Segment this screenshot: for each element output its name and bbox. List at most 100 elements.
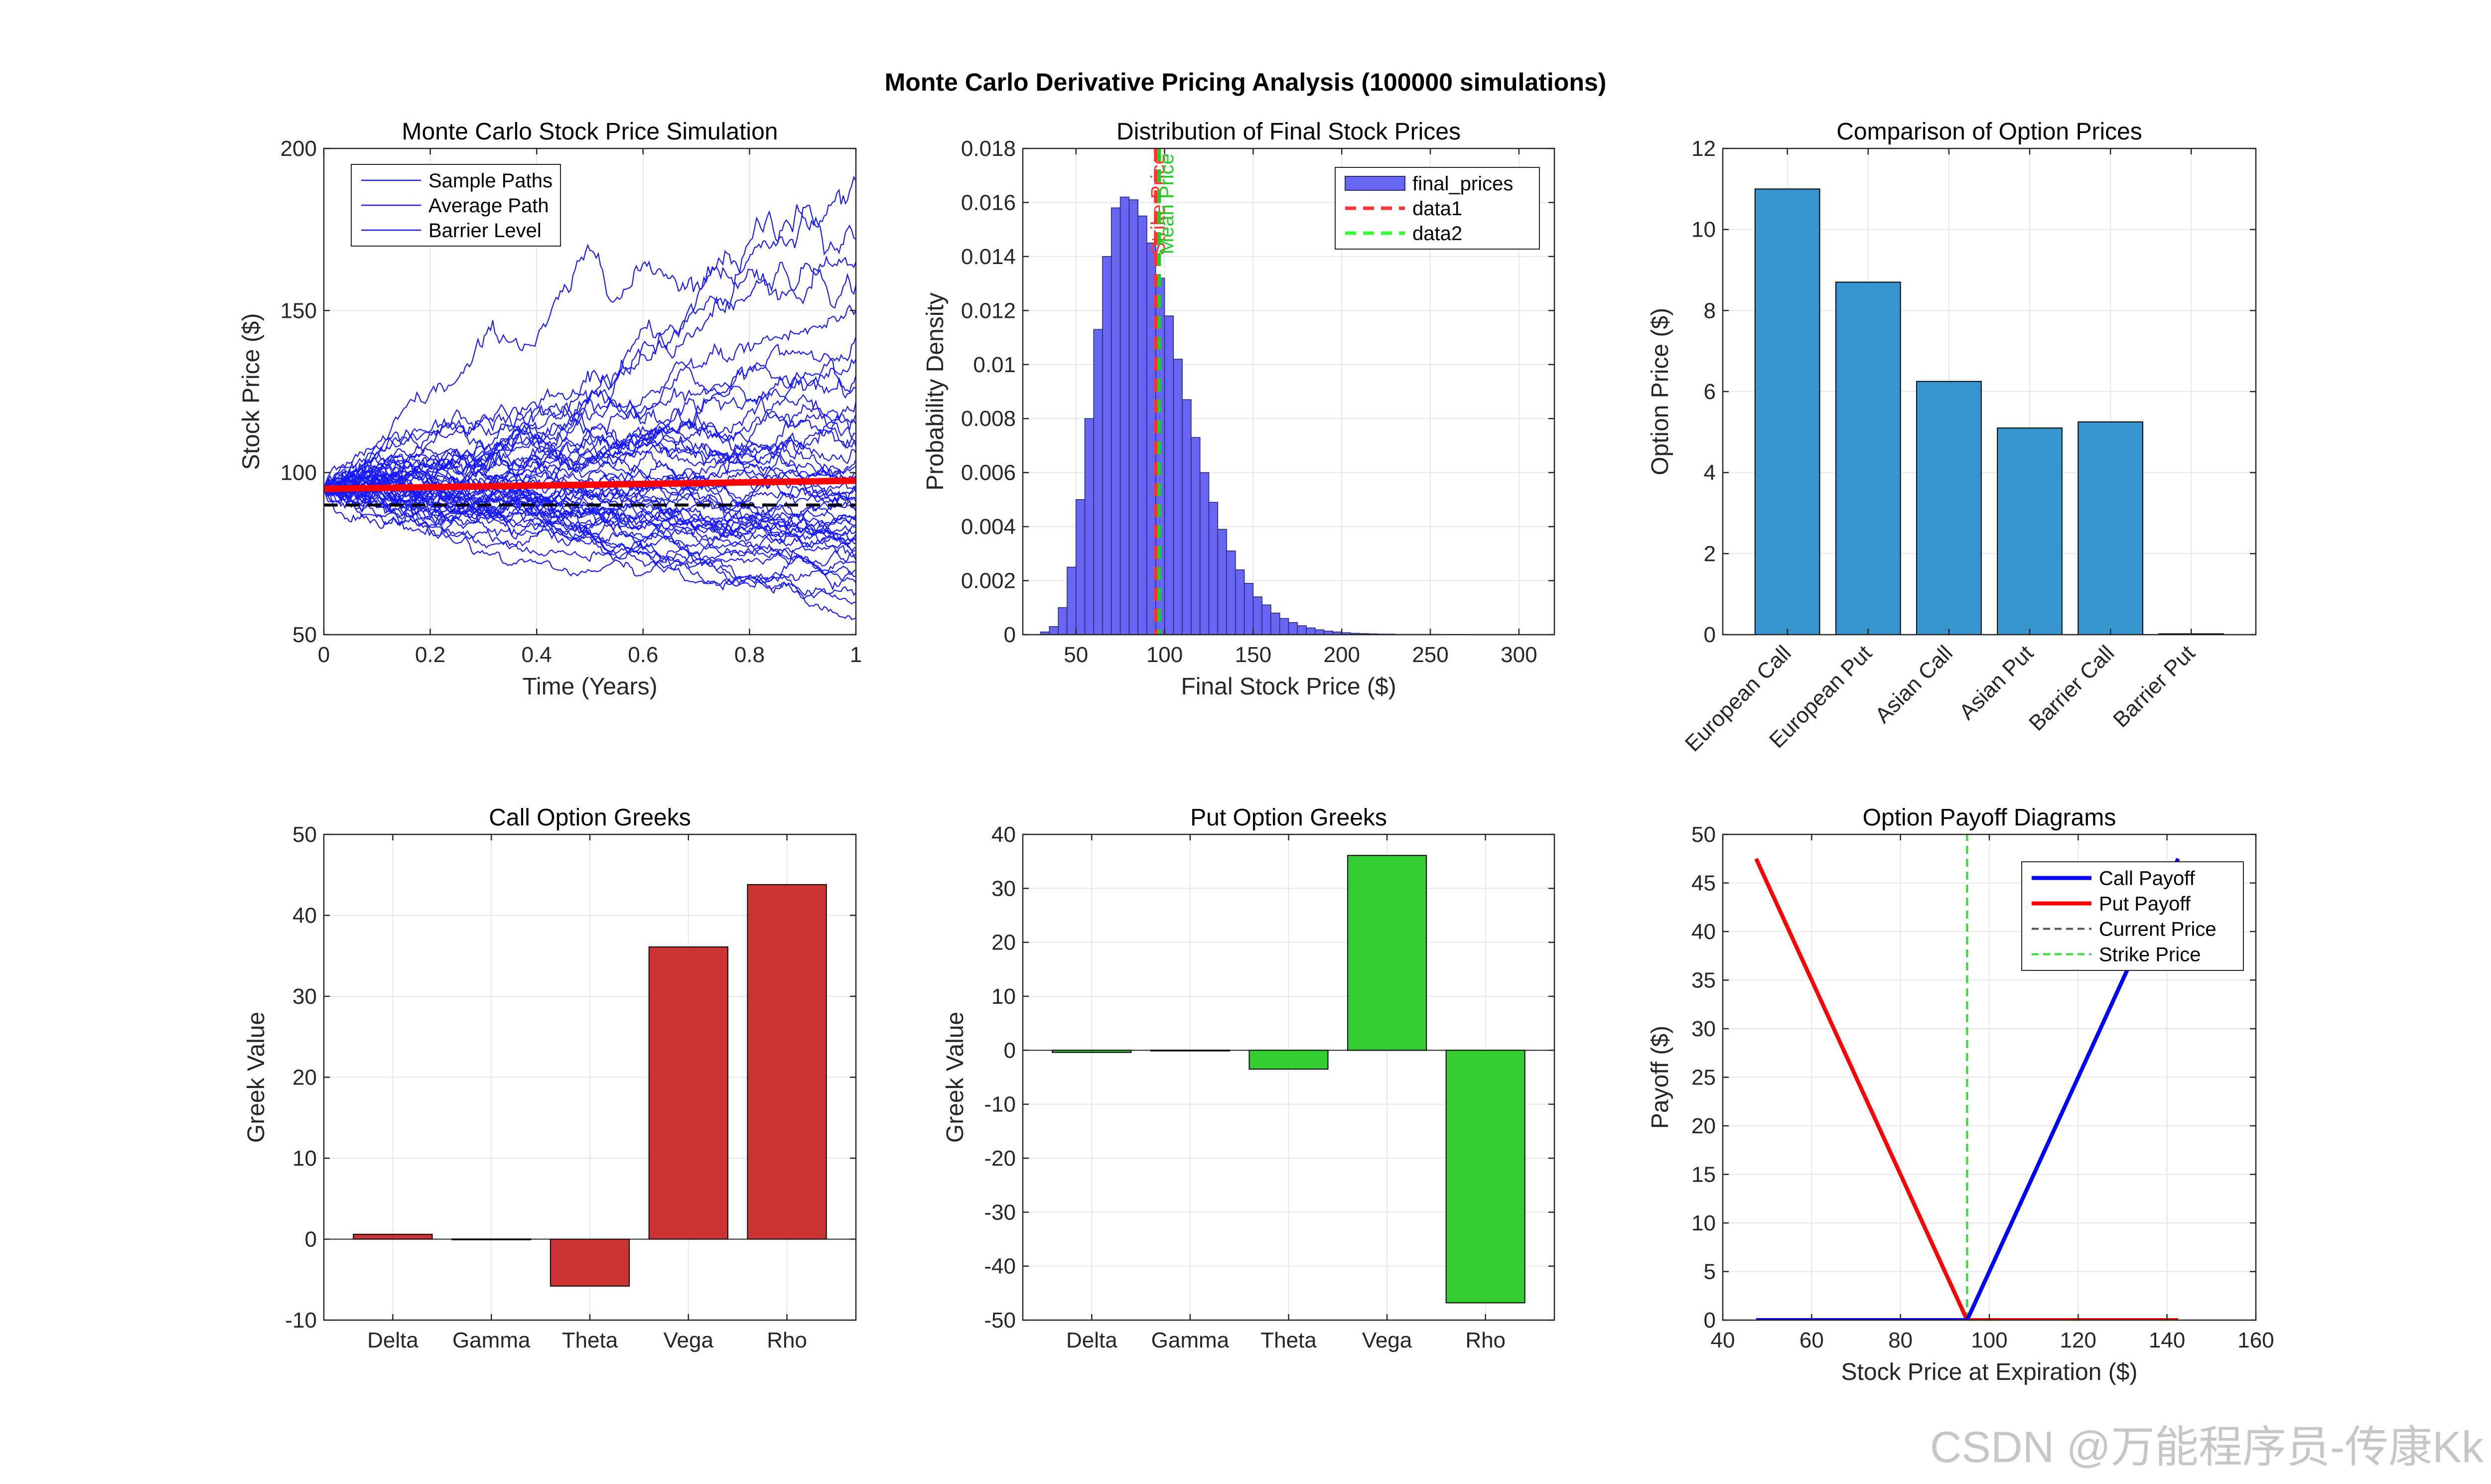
- legend-entry: Current Price: [2099, 919, 2216, 941]
- histogram-bar: [1226, 550, 1236, 635]
- histogram-bar: [1075, 499, 1086, 635]
- category-label: Theta: [1260, 1328, 1317, 1352]
- y-tick-label: 6: [1704, 380, 1716, 404]
- y-tick-label: 25: [1691, 1066, 1716, 1090]
- histogram-bar: [1164, 315, 1174, 635]
- sample-path: [324, 361, 856, 490]
- y-tick-label: 50: [292, 623, 317, 647]
- y-axis-label: Probability Density: [922, 292, 949, 491]
- y-tick-label: 40: [1691, 920, 1716, 944]
- x-tick-label: 140: [2149, 1328, 2185, 1352]
- y-tick-label: 0: [1004, 1038, 1016, 1063]
- legend-entry: Sample Paths: [428, 170, 553, 192]
- x-tick-label: 40: [1711, 1328, 1735, 1352]
- bar-vega: [648, 946, 728, 1240]
- histogram-bar: [1261, 604, 1271, 635]
- x-axis-label: Time (Years): [522, 674, 657, 700]
- category-label: Delta: [367, 1328, 418, 1352]
- panel-put-greeks: -50 -40 -30 -20 -10 0 10 20 30 40 Delta Gamma Theta V…: [942, 805, 1555, 1352]
- bar-european-call: [1754, 188, 1820, 636]
- mean-price-annotation: Mean Price: [1156, 153, 1178, 254]
- x-tick-label: 60: [1799, 1328, 1824, 1352]
- histogram-bar: [1235, 569, 1245, 635]
- sample-path: [324, 485, 856, 542]
- histogram-bar: [1102, 256, 1112, 635]
- sample-path: [324, 488, 856, 599]
- bar-gamma: [1150, 1050, 1230, 1052]
- sample-path: [324, 482, 856, 583]
- bar-gamma: [451, 1238, 532, 1240]
- category-label: Rho: [1465, 1328, 1506, 1352]
- bar-rho: [747, 884, 827, 1240]
- histogram-bar: [1128, 199, 1138, 635]
- sample-path: [324, 487, 856, 605]
- histogram-bar: [1093, 329, 1103, 635]
- sample-path: [324, 448, 856, 552]
- panel-payoff: 0 5 10 15 20 25 30 35 40 45 50 40 60 80 100 120 140 160 Op…: [1647, 805, 2274, 1385]
- category-label: Gamma: [1151, 1328, 1230, 1352]
- call-payoff-line: [1756, 858, 2180, 1320]
- legend-entry: data1: [1412, 198, 1462, 220]
- y-tick-label: 0.008: [961, 406, 1016, 431]
- histogram-bar: [1288, 622, 1298, 635]
- sample-path: [324, 434, 856, 495]
- legend-entry: Put Payoff: [2099, 893, 2191, 915]
- legend-entry: data2: [1412, 223, 1462, 245]
- bar-asian-put: [1997, 427, 2063, 635]
- y-tick-label: 35: [1691, 968, 1716, 993]
- histogram-bar: [1315, 629, 1325, 635]
- category-label: Asian Put: [1954, 641, 2038, 724]
- histogram-bar: [1182, 399, 1192, 635]
- y-tick-label: 4: [1704, 461, 1716, 485]
- panel-sim: 50 100 150 200 0 0.2 0.4 0.6 0.8 1 Monte Carlo Sto…: [238, 119, 862, 700]
- y-tick-label: 200: [280, 136, 317, 161]
- bar-barrier-call: [2077, 421, 2144, 635]
- y-tick-label: -30: [984, 1200, 1016, 1224]
- histogram-bar: [1058, 607, 1068, 635]
- y-tick-label: 20: [1691, 1114, 1716, 1138]
- sample-path: [324, 479, 856, 620]
- category-label: Rho: [767, 1328, 807, 1352]
- bar-theta: [550, 1238, 630, 1287]
- chart-title: Distribution of Final Stock Prices: [1116, 119, 1461, 145]
- category-label: Gamma: [452, 1328, 531, 1352]
- x-tick-label: 80: [1888, 1328, 1913, 1352]
- histogram-bar: [1111, 207, 1121, 635]
- panel-call-greeks: -10 0 10 20 30 40 50 Delta Gamma Theta Vega Rho Call…: [243, 805, 857, 1352]
- sample-path: [324, 450, 856, 512]
- y-axis-label: Greek Value: [942, 1012, 969, 1143]
- y-tick-label: 40: [991, 822, 1016, 847]
- payoff-series: [1754, 834, 2180, 1320]
- y-tick-label: 50: [1691, 822, 1716, 847]
- axes-box: [323, 147, 857, 636]
- bar-european-put: [1835, 281, 1901, 635]
- x-tick-label: 0.4: [522, 643, 552, 667]
- y-tick-label: 0: [1704, 623, 1716, 647]
- chart-title: Monte Carlo Stock Price Simulation: [402, 119, 778, 145]
- x-tick-label: 150: [1235, 643, 1271, 667]
- y-axis-label: Greek Value: [243, 1012, 270, 1143]
- y-tick-label: -40: [984, 1254, 1016, 1279]
- histogram-bar: [1270, 612, 1280, 635]
- legend-entry: Strike Price: [2099, 944, 2201, 966]
- chart-title: Put Option Greeks: [1190, 805, 1387, 831]
- y-tick-label: 20: [991, 931, 1016, 955]
- bar-vega: [1347, 855, 1427, 1051]
- sample-path: [324, 476, 856, 558]
- histogram-bar: [1119, 196, 1130, 635]
- y-tick-label: 12: [1691, 136, 1716, 161]
- y-axis-label: Option Price ($): [1647, 308, 1673, 475]
- y-tick-label: -10: [285, 1308, 317, 1333]
- y-tick-label: 0: [305, 1227, 317, 1252]
- x-tick-label: 200: [1323, 643, 1360, 667]
- histogram-bar: [1137, 215, 1147, 635]
- y-tick-label: 50: [292, 822, 317, 847]
- y-tick-label: 5: [1704, 1260, 1716, 1284]
- histogram-bar: [1208, 502, 1219, 635]
- legend-entry: Call Payoff: [2099, 868, 2196, 890]
- category-label: Vega: [664, 1328, 714, 1352]
- x-tick-label: 1: [850, 643, 862, 667]
- sample-path: [324, 484, 856, 582]
- legend-entry: Barrier Level: [428, 220, 542, 242]
